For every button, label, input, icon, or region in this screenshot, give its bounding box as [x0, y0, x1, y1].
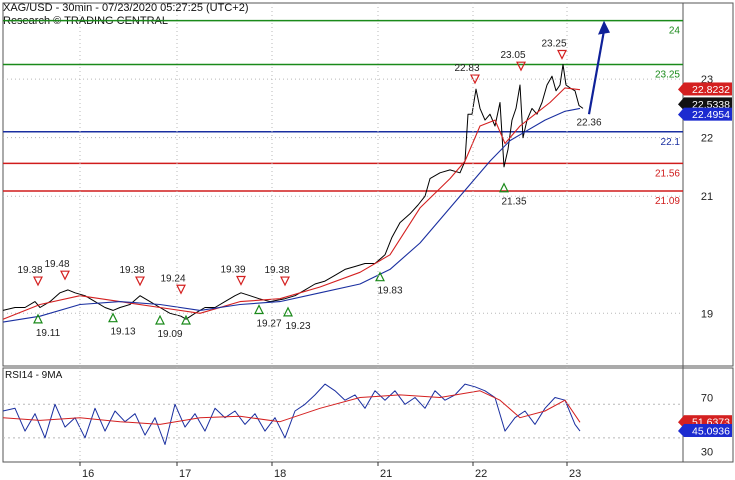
price-tag-bg	[684, 82, 732, 96]
level-label: 24	[669, 26, 681, 37]
swing-high-marker	[236, 275, 246, 286]
swing-low-marker	[33, 313, 43, 324]
series-ma-fast	[2, 87, 581, 320]
x-tick-label: 17	[179, 468, 191, 480]
x-tick-label: 16	[82, 468, 94, 480]
x-tick-label: 22	[475, 468, 487, 480]
projection-arrow-head	[598, 20, 610, 35]
swing-high-marker	[516, 61, 526, 72]
rsi-panel-frame	[2, 367, 734, 463]
price-tag-pointer	[678, 97, 684, 111]
x-tick-label: 21	[380, 468, 392, 480]
level-label: 21.56	[655, 168, 680, 179]
price-tick-label: 19	[701, 308, 713, 320]
rsi-series-rsi14	[2, 383, 581, 445]
price-panel: 192122232423.2522.121.5621.0919.3819.481…	[2, 2, 734, 462]
price-tick-label: 22	[701, 133, 713, 145]
swing-high-label: 23.25	[541, 38, 566, 49]
swing-low-label: 19.23	[285, 321, 310, 332]
swing-high-marker	[280, 276, 290, 287]
swing-low-marker	[181, 314, 191, 325]
swing-high-marker	[176, 284, 186, 295]
swing-low-label: 19.27	[256, 318, 281, 329]
swing-low-marker	[254, 304, 264, 315]
price-tag: 22.4954	[692, 109, 730, 121]
rsi-title: RSI14 - 9MA	[5, 370, 63, 381]
x-tick-label: 18	[274, 468, 286, 480]
swing-high-label: 19.24	[160, 273, 185, 284]
x-tick-label: 23	[569, 468, 581, 480]
swing-high-label: 19.38	[264, 265, 289, 276]
swing-low-label: 19.09	[157, 329, 182, 340]
swing-high-marker	[33, 276, 43, 287]
swing-low-marker	[375, 271, 385, 282]
swing-low-label: 19.83	[377, 286, 402, 297]
rsi-tick-label: 30	[701, 446, 713, 458]
swing-high-label: 19.48	[44, 259, 69, 270]
rsi-tag-pointer	[678, 423, 684, 437]
level-label: 22.1	[661, 137, 681, 148]
chart-title: XAG/USD - 30min - 07/23/2020 05:27:25 (U…	[3, 2, 249, 14]
rsi-tag-bg	[684, 423, 732, 437]
rsi-tag: 45.0936	[692, 425, 730, 437]
price-tag: 22.8232	[692, 84, 730, 96]
swing-low-marker	[499, 182, 509, 193]
swing-high-label: 22.83	[454, 63, 479, 74]
series-price	[2, 64, 584, 320]
swing-high-label: 19.39	[220, 264, 245, 275]
price-tick-label: 21	[701, 191, 713, 203]
x-axis: 16 17 18 21 22 23	[79, 3, 581, 480]
level-label: 21.09	[655, 196, 680, 207]
swing-high-marker	[135, 276, 145, 287]
swing-high-marker	[557, 49, 567, 60]
swing-low-marker	[283, 306, 293, 317]
rsi-tag-pointer	[678, 415, 684, 429]
swing-high-label: 19.38	[119, 265, 144, 276]
swing-low-label: 19.13	[110, 327, 135, 338]
price-tag-bg	[684, 97, 732, 111]
series-ma-slow	[2, 107, 581, 323]
price-tag-pointer	[678, 82, 684, 96]
price-tag-bg	[684, 107, 732, 121]
price-tag-pointer	[678, 107, 684, 121]
swing-high-label: 19.38	[17, 265, 42, 276]
rsi-series-9ma	[2, 390, 581, 425]
price-panel-frame	[2, 2, 734, 367]
swing-high-label: 23.05	[500, 50, 525, 61]
swing-low-label: 19.11	[36, 328, 61, 339]
projection-arrow-line	[587, 30, 606, 115]
swing-high-marker	[60, 270, 70, 281]
swing-low-label: 21.35	[501, 197, 526, 208]
swing-low-marker	[108, 312, 118, 323]
rsi-tick-label: 70	[701, 393, 713, 405]
pivot-annotation: 22.36	[576, 118, 601, 129]
swing-low-marker	[155, 314, 165, 325]
level-label: 23.25	[655, 69, 680, 80]
